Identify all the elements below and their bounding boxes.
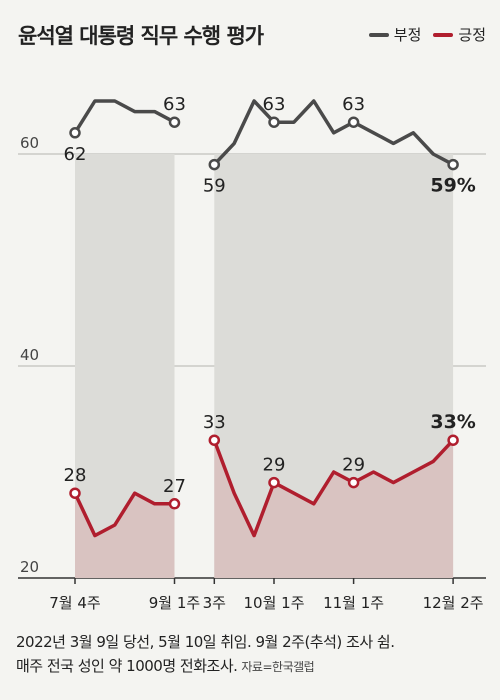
series-0-marker-1 [168, 116, 181, 128]
approval-line-chart: 60 40 20 62 63 59 63 63 59% 28 27 33 29 29 33% 7월 4주 9월 … [18, 94, 486, 612]
chart-header: 윤석열 대통령 직무 수행 평가 부정 긍정 [0, 0, 500, 60]
series-1-value-label-0: 28 [64, 465, 87, 486]
series-1-marker-4 [347, 476, 360, 489]
footnote-line-2: 매주 전국 성인 약 1000명 전화조사. 자료=한국갤럽 [16, 654, 486, 679]
series-0-value-label-2: 59 [203, 176, 226, 197]
x-tick-label-0: 7월 4주 [49, 594, 100, 612]
series-0-value-label-5: 59% [430, 175, 475, 197]
y-tick-label-1: 40 [20, 346, 39, 364]
series-0-value-label-0: 62 [64, 144, 87, 165]
x-tick-label-1: 9월 1주 [149, 594, 200, 612]
series-0-value-label-4: 63 [342, 94, 365, 115]
series-1-marker-2 [208, 434, 221, 446]
legend-item-negative: 부정 [368, 24, 422, 45]
series-0-line-0 [73, 99, 177, 135]
series-0-value-label-3: 63 [263, 94, 286, 115]
series-1-line-0 [73, 491, 177, 538]
series-1-marker-3 [268, 476, 280, 489]
series-1-marker-1 [168, 498, 181, 510]
series-1-value-label-1: 27 [163, 476, 186, 497]
series-1-value-label-3: 29 [263, 455, 286, 476]
legend-swatch-negative [368, 32, 389, 37]
positive-area-0 [75, 493, 175, 578]
y-tick-label-0: 60 [20, 134, 39, 152]
positive-area-1 [214, 440, 454, 578]
series-0-line-1 [212, 99, 455, 167]
x-tick-label-3: 10월 1주 [244, 594, 305, 612]
series-1-marker-0 [69, 487, 81, 499]
series-1-line-1 [212, 438, 455, 538]
series-0-marker-4 [347, 116, 360, 128]
x-tick-label-5: 12월 2주 [423, 594, 484, 612]
series-1-value-label-4: 29 [342, 455, 365, 476]
legend-label-negative: 부정 [393, 26, 422, 44]
series-1-marker-5 [447, 434, 459, 446]
chart-legend: 부정 긍정 [357, 24, 486, 45]
footnote-line-2-text: 매주 전국 성인 약 1000명 전화조사. [16, 657, 238, 675]
footnote: 2022년 3월 9일 당선, 5월 10일 취임. 9월 2주(추석) 조사 … [16, 630, 486, 679]
legend-swatch-positive [433, 32, 454, 37]
legend-label-positive: 긍정 [458, 26, 486, 44]
footnote-line-1: 2022년 3월 9일 당선, 5월 10일 취임. 9월 2주(추석) 조사 … [16, 633, 395, 651]
series-0-marker-3 [268, 116, 280, 128]
series-1-value-label-5: 33% [430, 411, 475, 433]
series-0-marker-0 [69, 127, 81, 139]
y-tick-label-2: 20 [20, 558, 39, 576]
series-0-marker-2 [208, 158, 221, 171]
source-credit: 자료=한국갤럽 [241, 660, 315, 674]
series-1-value-label-2: 33 [203, 412, 226, 433]
x-tick-label-2: 3주 [203, 594, 226, 612]
series-0-marker-5 [447, 158, 459, 171]
chart-title: 윤석열 대통령 직무 수행 평가 [18, 24, 264, 48]
series-0-value-label-1: 63 [163, 94, 186, 115]
x-tick-label-4: 11월 1주 [323, 594, 384, 612]
legend-item-positive: 긍정 [433, 24, 486, 45]
